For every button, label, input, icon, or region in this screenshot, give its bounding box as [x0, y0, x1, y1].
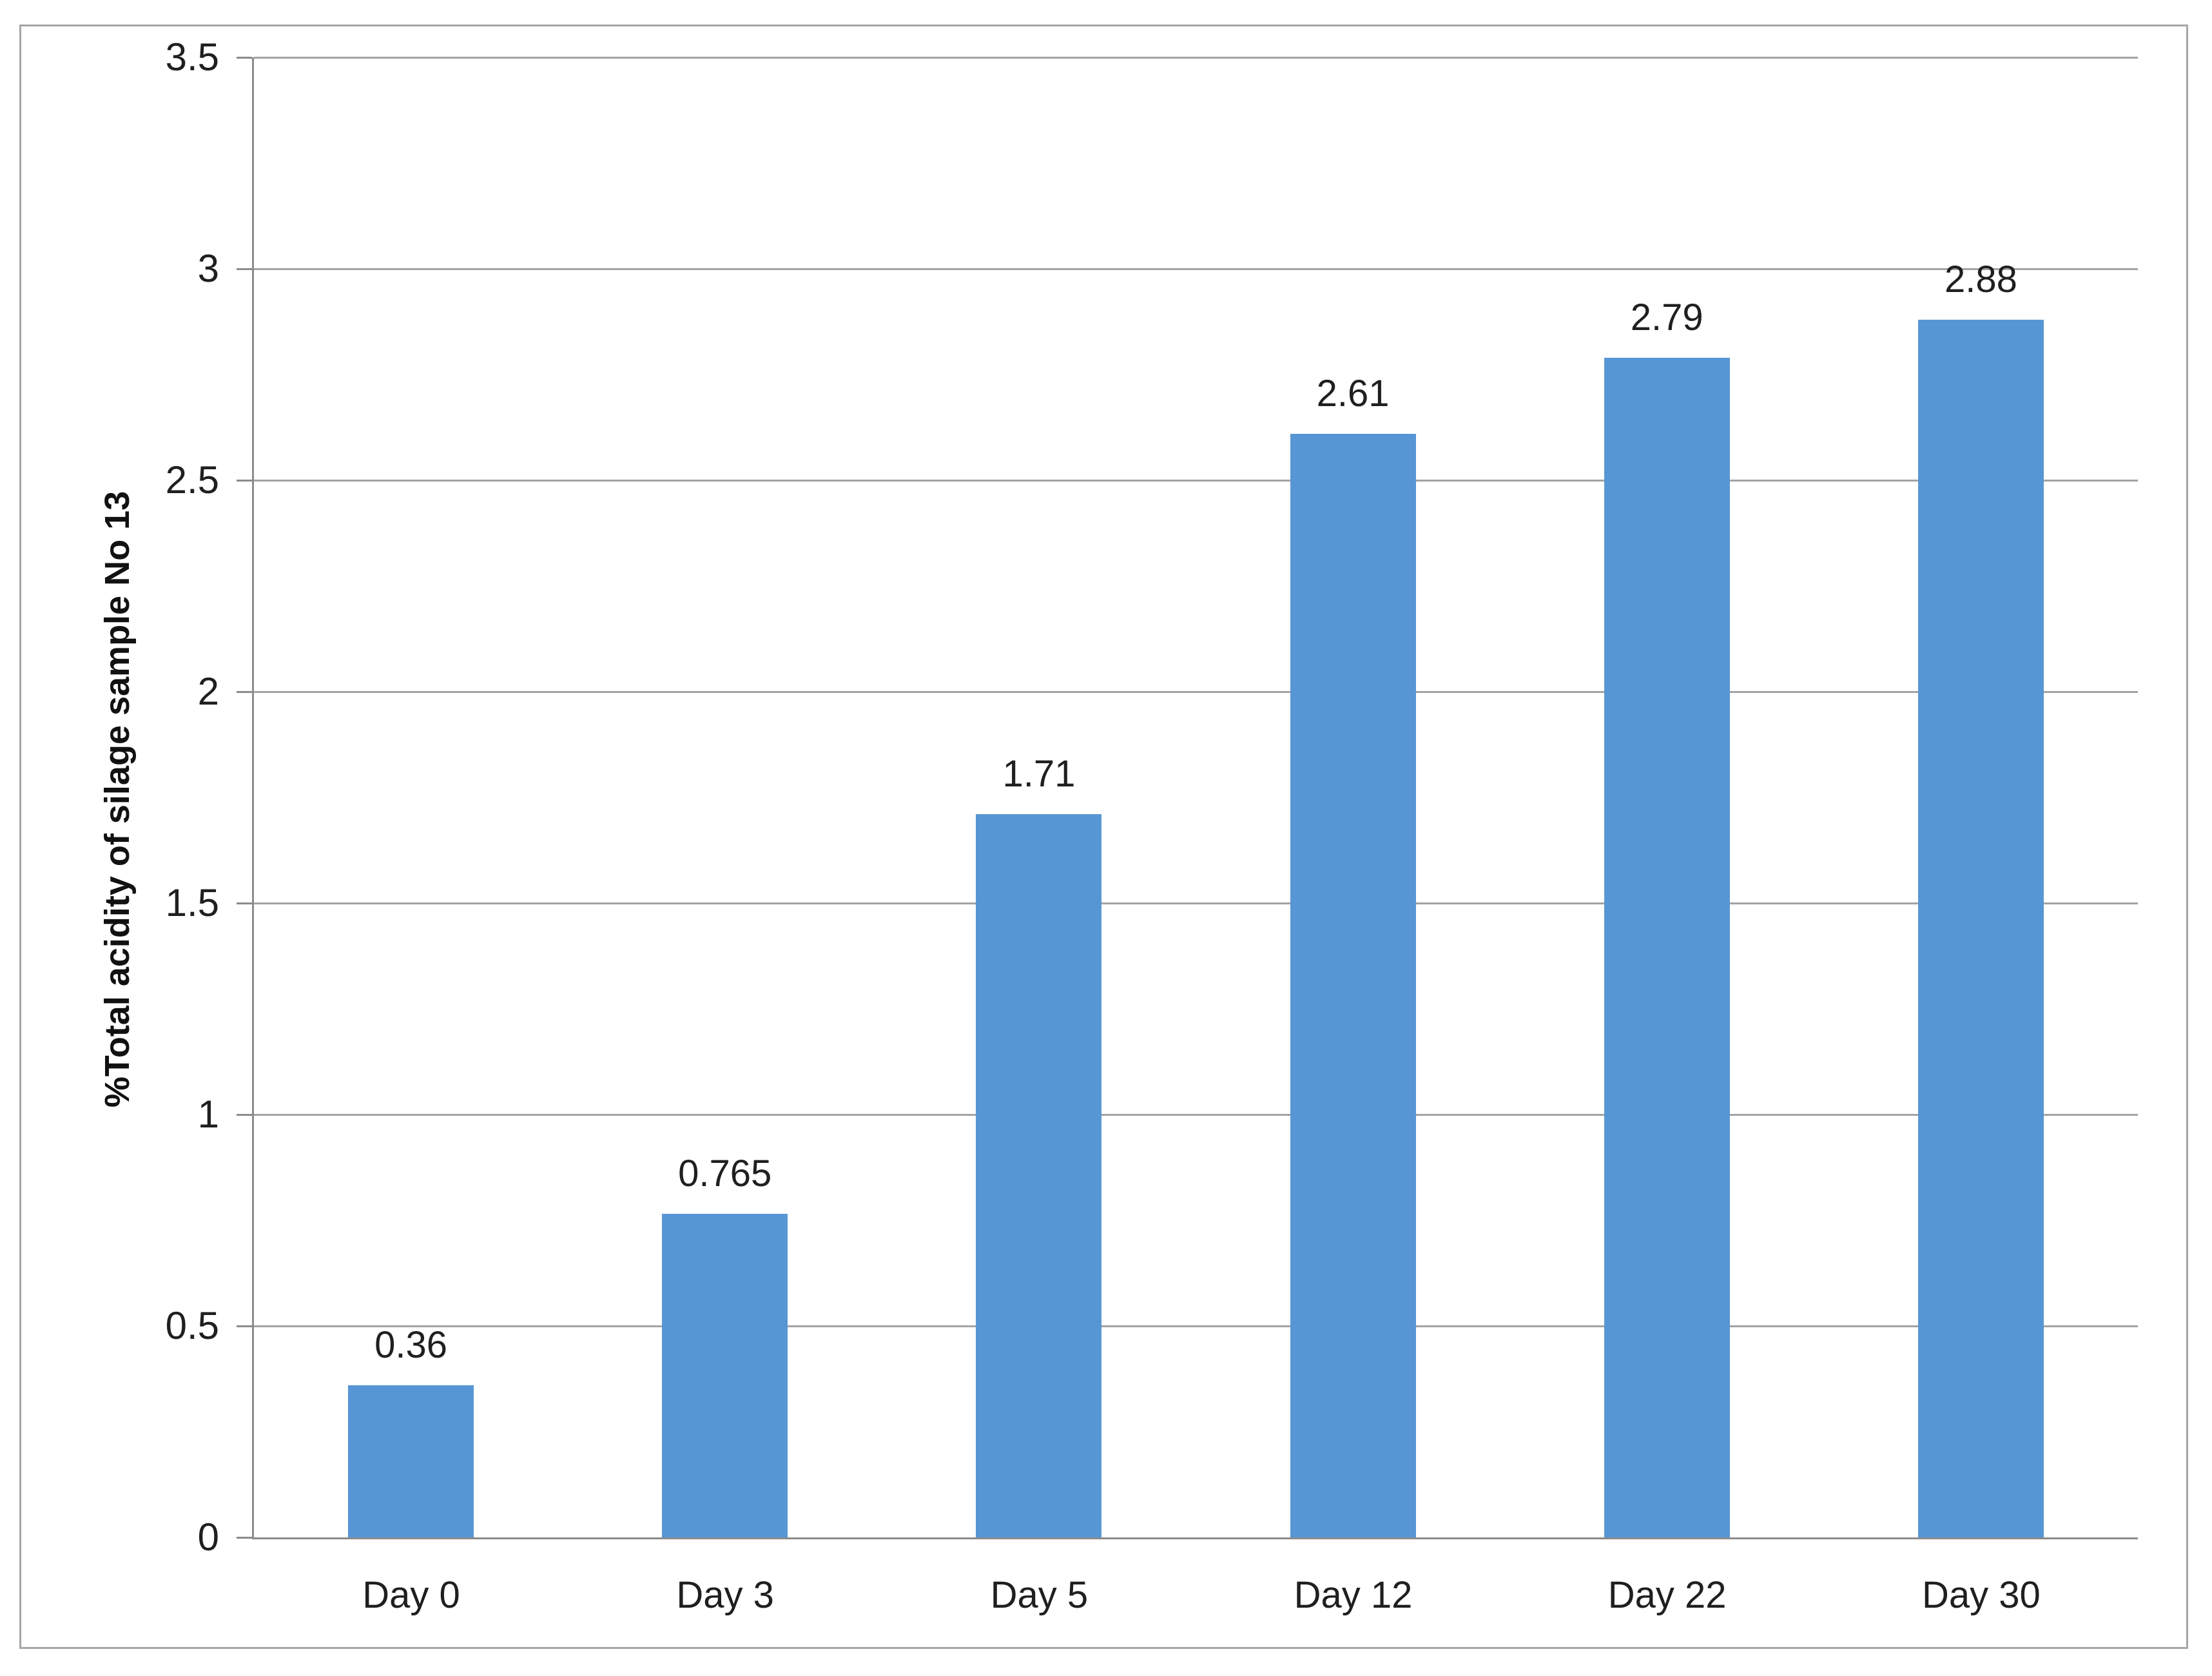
- x-tick-label-day-12: Day 12: [1294, 1574, 1413, 1616]
- bar-day-5: [976, 814, 1102, 1537]
- bar-day-3: [662, 1214, 788, 1537]
- gridline-0-5: [254, 1325, 2138, 1327]
- y-tick-2-5: [237, 480, 252, 482]
- plot-area: 0.36 0.765 1.71 2.61 2.79 2.88: [237, 57, 2138, 1539]
- gridline-2-5: [254, 480, 2138, 482]
- gridline-3-5: [254, 57, 2138, 59]
- bar-value-label-day-12: 2.61: [1316, 372, 1390, 414]
- bar-day-0: [348, 1385, 474, 1537]
- bar-value-label-day-30: 2.88: [1944, 258, 2017, 300]
- bar-day-12: [1290, 433, 1416, 1537]
- bar-day-22: [1604, 357, 1730, 1537]
- y-tick-label-2-5: 2.5: [165, 458, 219, 502]
- gridline-3: [254, 268, 2138, 270]
- x-tick-label-day-5: Day 5: [990, 1574, 1089, 1616]
- y-axis-line: [252, 57, 254, 1537]
- figure-border: [19, 24, 2188, 1649]
- y-tick-label-0-5: 0.5: [165, 1304, 219, 1347]
- bar-value-label-day-22: 2.79: [1630, 296, 1703, 338]
- y-tick-2: [237, 691, 252, 693]
- y-tick-label-3: 3: [197, 247, 219, 290]
- bar-value-label-day-3: 0.765: [678, 1153, 772, 1195]
- x-tick-label-day-30: Day 30: [1921, 1574, 2041, 1616]
- y-tick-label-3-5: 3.5: [165, 35, 219, 79]
- y-axis-title: %Total acidity of silage sample No 13: [98, 491, 137, 1108]
- gridline-1: [254, 1114, 2138, 1116]
- bar-value-label-day-5: 1.71: [1002, 753, 1076, 795]
- y-tick-3: [237, 268, 252, 270]
- y-tick-1-5: [237, 902, 252, 904]
- x-tick-label-day-3: Day 3: [676, 1574, 774, 1616]
- x-axis-line: [252, 1537, 2138, 1539]
- gridline-2: [254, 691, 2138, 693]
- x-tick-label-day-0: Day 0: [362, 1574, 460, 1616]
- y-tick-0: [237, 1537, 252, 1539]
- x-tick-label-day-22: Day 22: [1607, 1574, 1727, 1616]
- y-tick-label-1-5: 1.5: [165, 881, 219, 924]
- bar-day-30: [1917, 319, 2044, 1537]
- y-tick-label-2: 2: [197, 670, 219, 713]
- y-tick-3-5: [237, 57, 252, 59]
- y-tick-label-1: 1: [197, 1093, 219, 1136]
- y-tick-label-0: 0: [197, 1515, 219, 1559]
- gridline-1-5: [254, 902, 2138, 904]
- bar-value-label-day-0: 0.36: [374, 1323, 448, 1366]
- y-tick-0-5: [237, 1325, 252, 1327]
- y-tick-1: [237, 1114, 252, 1116]
